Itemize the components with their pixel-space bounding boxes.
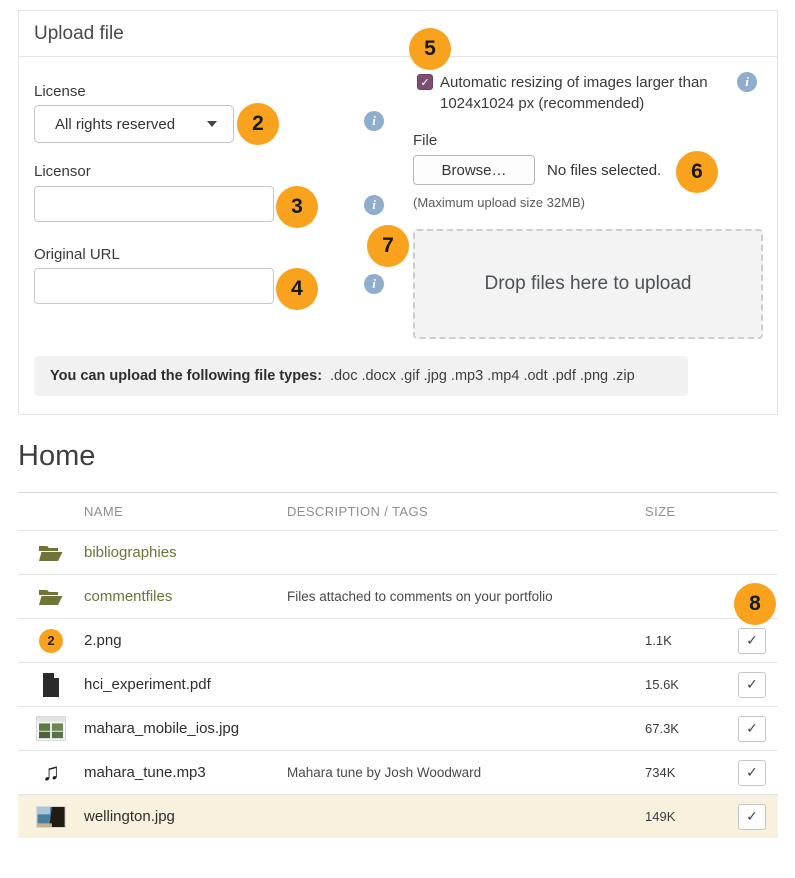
- folder-link[interactable]: bibliographies: [84, 544, 177, 561]
- image-thumbnail: 2: [39, 628, 63, 653]
- step-badge-8: 8: [734, 583, 776, 625]
- table-row-selected: wellington.jpg 149K ✓: [18, 794, 778, 838]
- column-header-size[interactable]: SIZE: [645, 504, 676, 519]
- max-upload-note: (Maximum upload size 32MB): [413, 195, 585, 210]
- file-link[interactable]: 2.png: [84, 632, 122, 649]
- filetypes-label: You can upload the following file types:: [50, 368, 323, 384]
- folder-link[interactable]: commentfiles: [84, 588, 173, 605]
- resize-checkbox-label[interactable]: Automatic resizing of images larger than…: [440, 74, 708, 112]
- row-checkbox[interactable]: ✓: [738, 803, 766, 830]
- files-table: NAME DESCRIPTION / TAGS SIZE bibliograph…: [18, 492, 778, 838]
- table-row: hci_experiment.pdf 15.6K ✓: [18, 662, 778, 706]
- step-badge-3: 3: [276, 186, 318, 228]
- row-checkbox[interactable]: ✓: [738, 671, 766, 698]
- allowed-filetypes-bar: You can upload the following file types:…: [34, 356, 688, 396]
- license-select[interactable]: All rights reserved: [34, 105, 234, 143]
- table-header-row: NAME DESCRIPTION / TAGS SIZE: [18, 492, 778, 530]
- upload-panel-title: Upload file: [34, 22, 124, 44]
- row-description: Mahara tune by Josh Woodward: [287, 765, 482, 780]
- row-checkbox[interactable]: ✓: [738, 627, 766, 654]
- file-link[interactable]: mahara_tune.mp3: [84, 764, 206, 781]
- row-checkbox[interactable]: ✓: [738, 715, 766, 742]
- dropzone-text: Drop files here to upload: [484, 273, 692, 294]
- original-url-label: Original URL: [34, 246, 120, 263]
- license-label: License: [34, 83, 86, 100]
- image-thumbnail: [18, 805, 84, 828]
- column-header-name[interactable]: NAME: [84, 504, 124, 519]
- file-label: File: [413, 132, 438, 149]
- table-row: mahara_mobile_ios.jpg 67.3K ✓: [18, 706, 778, 750]
- step-badge-4: 4: [276, 268, 318, 310]
- step-badge-6: 6: [676, 151, 718, 193]
- table-row: ♫ mahara_tune.mp3 Mahara tune by Josh Wo…: [18, 750, 778, 794]
- chevron-down-icon: [207, 121, 217, 127]
- license-info-icon[interactable]: i: [364, 111, 384, 131]
- audio-file-icon: ♫: [42, 758, 60, 786]
- row-size: 1.1K: [645, 633, 672, 648]
- image-thumbnail: [18, 716, 84, 741]
- column-header-description: DESCRIPTION / TAGS: [287, 504, 429, 519]
- upload-panel-header: Upload file: [19, 11, 777, 57]
- file-link[interactable]: mahara_mobile_ios.jpg: [84, 720, 240, 737]
- table-row: commentfiles Files attached to comments …: [18, 574, 778, 618]
- file-link[interactable]: hci_experiment.pdf: [84, 676, 211, 693]
- row-checkbox[interactable]: ✓: [738, 759, 766, 786]
- row-description: Files attached to comments on your portf…: [287, 589, 553, 604]
- pdf-file-icon: [18, 672, 84, 697]
- step-badge-7: 7: [367, 225, 409, 267]
- licensor-input[interactable]: [34, 186, 274, 222]
- browse-button[interactable]: Browse…: [413, 155, 535, 185]
- row-size: 67.3K: [645, 721, 679, 736]
- folder-icon: [18, 543, 84, 563]
- table-row: bibliographies: [18, 530, 778, 574]
- row-size: 149K: [645, 809, 676, 824]
- folder-icon: [18, 587, 84, 607]
- file-link[interactable]: wellington.jpg: [84, 808, 175, 825]
- resize-info-icon[interactable]: i: [737, 72, 757, 92]
- step-badge-2: 2: [237, 103, 279, 145]
- licensor-info-icon[interactable]: i: [364, 195, 384, 215]
- license-selected-value: All rights reserved: [55, 115, 176, 133]
- table-row: 2 2.png 1.1K ✓: [18, 618, 778, 662]
- folder-title: Home: [18, 440, 96, 472]
- file-dropzone[interactable]: Drop files here to upload: [413, 229, 763, 339]
- row-size: 15.6K: [645, 677, 679, 692]
- step-badge-5: 5: [409, 28, 451, 70]
- upload-file-panel: Upload file License All rights reserved …: [18, 10, 778, 415]
- resize-checkbox[interactable]: ✓: [417, 74, 433, 90]
- filetypes-list: .doc .docx .gif .jpg .mp3 .mp4 .odt .pdf…: [330, 368, 635, 384]
- row-size: 734K: [645, 765, 676, 780]
- file-status-text: No files selected.: [547, 162, 662, 179]
- original-url-info-icon[interactable]: i: [364, 274, 384, 294]
- checkmark-icon: ✓: [420, 76, 430, 89]
- licensor-label: Licensor: [34, 163, 91, 180]
- original-url-input[interactable]: [34, 268, 274, 304]
